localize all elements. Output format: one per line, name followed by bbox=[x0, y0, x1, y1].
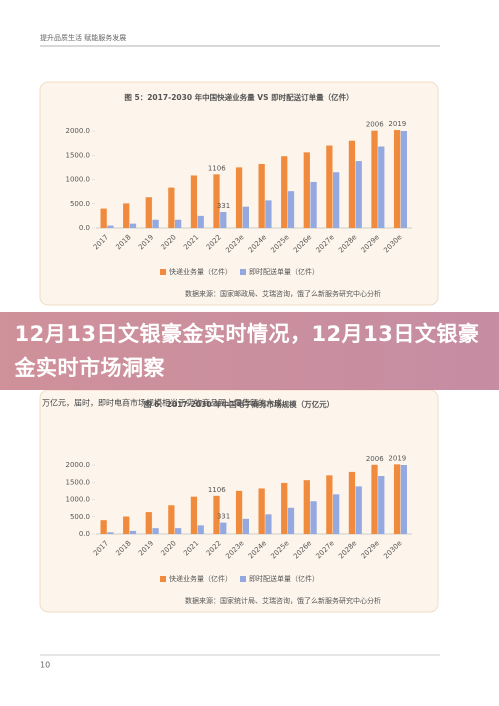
overlay-banner: 12月13日文银豪金实时情况，12月13日文银豪金实时市场洞察 bbox=[0, 312, 499, 390]
bar bbox=[400, 131, 407, 228]
chart: 图 5：2017-2030 年中国快递业务量 VS 即时配送订单量（亿件） 0.0… bbox=[39, 81, 439, 306]
bar bbox=[258, 488, 265, 534]
bar bbox=[213, 495, 220, 534]
y-tick-label: 1500.0 bbox=[66, 478, 91, 486]
bar bbox=[393, 130, 401, 228]
bar bbox=[213, 174, 220, 228]
bar bbox=[371, 464, 378, 534]
bar bbox=[281, 482, 288, 534]
bar bbox=[310, 501, 317, 534]
y-tick-label: 500.0 bbox=[70, 200, 90, 208]
bar bbox=[220, 211, 227, 228]
bar bbox=[371, 130, 378, 228]
value-label: 1106 bbox=[208, 486, 226, 494]
y-tick-label: 1000.0 bbox=[66, 176, 91, 184]
bar bbox=[235, 167, 243, 228]
bar bbox=[378, 146, 385, 228]
bar bbox=[152, 528, 159, 534]
bar bbox=[175, 219, 182, 228]
bar bbox=[281, 156, 288, 228]
body-text: 万亿元，届时，即时电商市场规模相当于实物商品网上零售额的六成。 bbox=[42, 398, 290, 408]
chart-title: 图 5：2017-2030 年中国快递业务量 VS 即时配送订单量（亿件） bbox=[124, 92, 353, 102]
y-tick-label: 0.0 bbox=[79, 530, 90, 538]
bar bbox=[129, 223, 137, 228]
legend-label: 快递业务量（亿件） bbox=[169, 267, 232, 276]
bar bbox=[303, 152, 310, 228]
value-label: 2019 bbox=[388, 120, 406, 128]
bar bbox=[123, 516, 130, 534]
bar bbox=[355, 161, 362, 228]
bar bbox=[258, 163, 265, 228]
bar bbox=[333, 172, 340, 228]
bar bbox=[378, 476, 385, 534]
chart-title: 图 6：2017-2030 年中国电子商务市场规模（万亿元） bbox=[144, 399, 334, 409]
bar bbox=[190, 175, 198, 228]
bar bbox=[197, 215, 204, 228]
overlay-title: 12月13日文银豪金实时情况，12月13日文银豪金实时市场洞察 bbox=[14, 322, 480, 380]
chart: 图 6：2017-2030 年中国电子商务市场规模（万亿元） 0.0 500.0 10… bbox=[39, 389, 439, 613]
bar bbox=[287, 191, 295, 228]
y-tick-label: 0.0 bbox=[79, 224, 90, 232]
bar bbox=[145, 512, 152, 534]
bar bbox=[265, 514, 272, 534]
bar bbox=[152, 219, 159, 228]
legend-label: 快递业务量（亿件） bbox=[169, 574, 232, 583]
bar bbox=[393, 464, 401, 534]
legend-label: 即时配送单量（亿件） bbox=[249, 574, 319, 583]
value-label: 331 bbox=[217, 513, 230, 521]
legend-swatch bbox=[160, 576, 166, 582]
bar bbox=[326, 145, 333, 228]
y-tick-label: 2000.0 bbox=[66, 127, 91, 135]
bar bbox=[100, 520, 107, 534]
value-label: 2006 bbox=[366, 121, 384, 129]
bar bbox=[310, 181, 317, 228]
bar bbox=[265, 200, 272, 228]
legend-swatch bbox=[240, 576, 246, 582]
bar bbox=[348, 471, 356, 534]
page-number: 10 bbox=[40, 661, 50, 670]
bar bbox=[242, 518, 249, 534]
legend-label: 即时配送单量（亿件） bbox=[249, 267, 319, 276]
bar bbox=[168, 187, 175, 228]
bar bbox=[100, 208, 107, 228]
value-label: 331 bbox=[217, 202, 230, 210]
bar bbox=[220, 522, 227, 534]
chart-source: 数据来源：国家统计局、艾瑞咨询，饿了么新服务研究中心分析 bbox=[185, 596, 381, 605]
bar bbox=[107, 225, 114, 228]
bar bbox=[123, 203, 130, 228]
y-tick-label: 2000.0 bbox=[66, 461, 91, 469]
legend-swatch bbox=[160, 269, 166, 275]
bar bbox=[303, 480, 310, 534]
bar bbox=[168, 505, 175, 534]
bar bbox=[333, 494, 340, 534]
bar bbox=[145, 197, 152, 228]
bar bbox=[242, 206, 249, 228]
value-label: 2006 bbox=[366, 455, 384, 463]
bar bbox=[287, 507, 295, 534]
bar bbox=[235, 490, 243, 534]
legend-swatch bbox=[240, 269, 246, 275]
y-tick-label: 1500.0 bbox=[66, 151, 91, 159]
y-tick-label: 500.0 bbox=[70, 513, 90, 521]
bar bbox=[326, 475, 333, 534]
value-label: 1106 bbox=[208, 164, 226, 172]
bar bbox=[197, 525, 204, 534]
bar bbox=[175, 528, 182, 534]
bar bbox=[355, 486, 362, 534]
bar bbox=[190, 496, 198, 534]
y-tick-label: 1000.0 bbox=[66, 496, 91, 504]
header: 提升品质生活 赋能服务发展 bbox=[40, 33, 126, 42]
bar bbox=[400, 465, 407, 534]
value-label: 2019 bbox=[388, 454, 406, 462]
bar bbox=[107, 532, 114, 534]
bar bbox=[348, 140, 356, 228]
bar bbox=[129, 530, 137, 534]
chart-source: 数据来源：国家邮政局、艾瑞咨询，饿了么新服务研究中心分析 bbox=[185, 289, 381, 298]
